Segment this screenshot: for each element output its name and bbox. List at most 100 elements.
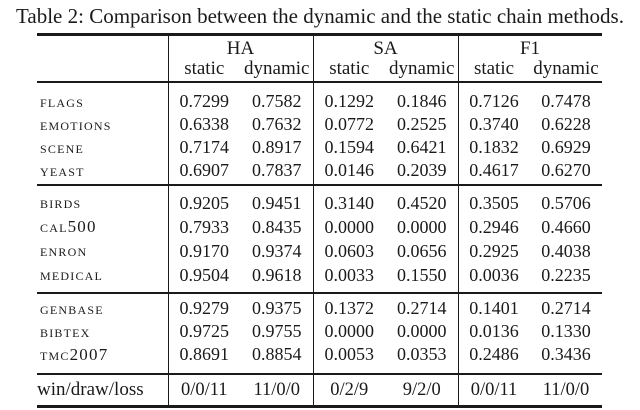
column-divider xyxy=(313,186,315,292)
table-rule-mid xyxy=(37,373,602,375)
column-divider xyxy=(313,83,315,184)
row-label: yeast xyxy=(40,161,85,180)
subcol-label-static: static xyxy=(329,57,370,79)
column-divider xyxy=(168,83,170,184)
dataset-group-3: genbase 0.9279 0.9375 0.1372 0.2714 0.14… xyxy=(37,294,602,373)
value-cell: 0.9205 xyxy=(179,193,230,213)
value-cell: 0.4617 xyxy=(469,160,519,180)
table-row: emotions 0.6338 0.7632 0.0772 0.2525 0.3… xyxy=(37,113,602,136)
value-cell: 0.6421 xyxy=(397,137,447,157)
value-cell: 0.9451 xyxy=(252,193,302,213)
value-cell: 0.7174 xyxy=(179,137,230,157)
value-cell: 0.2714 xyxy=(541,298,591,318)
table-row: bibtex 0.9725 0.9755 0.0000 0.0000 0.013… xyxy=(37,320,602,343)
value-cell: 0.2946 xyxy=(469,217,519,237)
value-cell: 0.7582 xyxy=(252,91,302,111)
column-divider xyxy=(313,375,315,405)
summary-cell: 0/0/11 xyxy=(180,380,228,400)
value-cell: 0.8917 xyxy=(252,137,302,157)
subcol-label-dynamic: dynamic xyxy=(244,57,310,79)
column-divider xyxy=(458,83,460,184)
value-cell: 0.7478 xyxy=(541,91,591,111)
table-rule-header xyxy=(37,81,602,83)
win-draw-loss-row: win/draw/loss 0/0/11 11/0/0 0/2/9 9/2/0 … xyxy=(37,375,602,405)
table-row: medical 0.9504 0.9618 0.0033 0.1550 0.00… xyxy=(37,263,602,287)
value-cell: 0.2039 xyxy=(397,160,447,180)
metric-label: SA xyxy=(373,37,398,59)
column-divider xyxy=(458,35,460,81)
value-cell: 0.0603 xyxy=(324,241,375,261)
column-divider xyxy=(168,35,170,81)
header-group-f1: F1 static dynamic xyxy=(458,36,602,81)
dataset-group-2: birds 0.9205 0.9451 0.3140 0.4520 0.3505… xyxy=(37,186,602,292)
row-label: enron xyxy=(40,241,88,260)
table-header: HA static dynamic SA static dynamic F1 xyxy=(37,35,602,81)
value-cell: 0.1330 xyxy=(541,321,591,341)
value-cell: 0.0000 xyxy=(324,217,375,237)
value-cell: 0.2525 xyxy=(397,114,447,134)
row-label: genbase xyxy=(40,299,104,318)
value-cell: 0.1594 xyxy=(324,137,375,157)
value-cell: 0.9755 xyxy=(252,321,302,341)
value-cell: 0.2925 xyxy=(469,241,519,261)
value-cell: 0.9279 xyxy=(179,298,230,318)
subcol-label-static: static xyxy=(184,57,225,79)
value-cell: 0.6270 xyxy=(541,160,591,180)
table-row: flags 0.7299 0.7582 0.1292 0.1846 0.7126… xyxy=(37,90,602,113)
column-divider xyxy=(458,375,460,405)
value-cell: 0.2235 xyxy=(541,265,591,285)
table-rule-bottom xyxy=(37,405,602,408)
dataset-group-1: flags 0.7299 0.7582 0.1292 0.1846 0.7126… xyxy=(37,83,602,184)
value-cell: 0.1550 xyxy=(397,265,447,285)
table-row: birds 0.9205 0.9451 0.3140 0.4520 0.3505… xyxy=(37,191,602,215)
subcol-label-static: static xyxy=(473,57,515,79)
value-cell: 0.9504 xyxy=(179,265,230,285)
value-cell: 0.0053 xyxy=(324,344,375,364)
value-cell: 0.8691 xyxy=(179,344,230,364)
column-divider xyxy=(458,186,460,292)
header-group-ha: HA static dynamic xyxy=(168,36,313,81)
value-cell: 0.0146 xyxy=(324,160,375,180)
value-cell: 0.0353 xyxy=(397,344,447,364)
subcol-label-dynamic: dynamic xyxy=(389,57,455,79)
value-cell: 0.9375 xyxy=(252,298,302,318)
value-cell: 0.8435 xyxy=(252,217,302,237)
summary-cell: 0/2/9 xyxy=(330,380,369,400)
table-row: genbase 0.9279 0.9375 0.1372 0.2714 0.14… xyxy=(37,297,602,320)
value-cell: 0.1292 xyxy=(324,91,375,111)
value-cell: 0.5706 xyxy=(541,193,591,213)
summary-row-section: win/draw/loss 0/0/11 11/0/0 0/2/9 9/2/0 … xyxy=(37,375,602,405)
header-groups: HA static dynamic SA static dynamic F1 xyxy=(168,36,602,81)
table-rule-mid xyxy=(37,184,602,186)
table-row: yeast 0.6907 0.7837 0.0146 0.2039 0.4617… xyxy=(37,159,602,182)
column-divider xyxy=(168,375,170,405)
value-cell: 0.1846 xyxy=(397,91,447,111)
value-cell: 0.3140 xyxy=(324,193,375,213)
table-row: enron 0.9170 0.9374 0.0603 0.0656 0.2925… xyxy=(37,239,602,263)
value-cell: 0.4660 xyxy=(541,217,591,237)
row-label: flags xyxy=(40,92,85,111)
value-cell: 0.0000 xyxy=(397,217,447,237)
value-cell: 0.7299 xyxy=(179,91,230,111)
value-cell: 0.4038 xyxy=(541,241,591,261)
value-cell: 0.3740 xyxy=(469,114,519,134)
value-cell: 0.0000 xyxy=(397,321,447,341)
table-caption: Table 2: Comparison between the dynamic … xyxy=(16,4,624,28)
value-cell: 0.0656 xyxy=(397,241,447,261)
summary-cell: 11/0/0 xyxy=(253,380,301,400)
row-label: bibtex xyxy=(40,322,91,341)
value-cell: 0.0000 xyxy=(324,321,375,341)
table-row: scene 0.7174 0.8917 0.1594 0.6421 0.1832… xyxy=(37,136,602,159)
metric-label: F1 xyxy=(519,37,541,59)
value-cell: 0.1832 xyxy=(469,137,519,157)
metric-label: HA xyxy=(226,37,255,59)
value-cell: 0.9374 xyxy=(252,241,302,261)
row-label: emotions xyxy=(40,115,112,134)
column-divider xyxy=(313,294,315,373)
value-cell: 0.9618 xyxy=(252,265,302,285)
value-cell: 0.9170 xyxy=(179,241,230,261)
row-label: scene xyxy=(40,138,85,157)
row-label: birds xyxy=(40,193,82,212)
value-cell: 0.7837 xyxy=(252,160,302,180)
